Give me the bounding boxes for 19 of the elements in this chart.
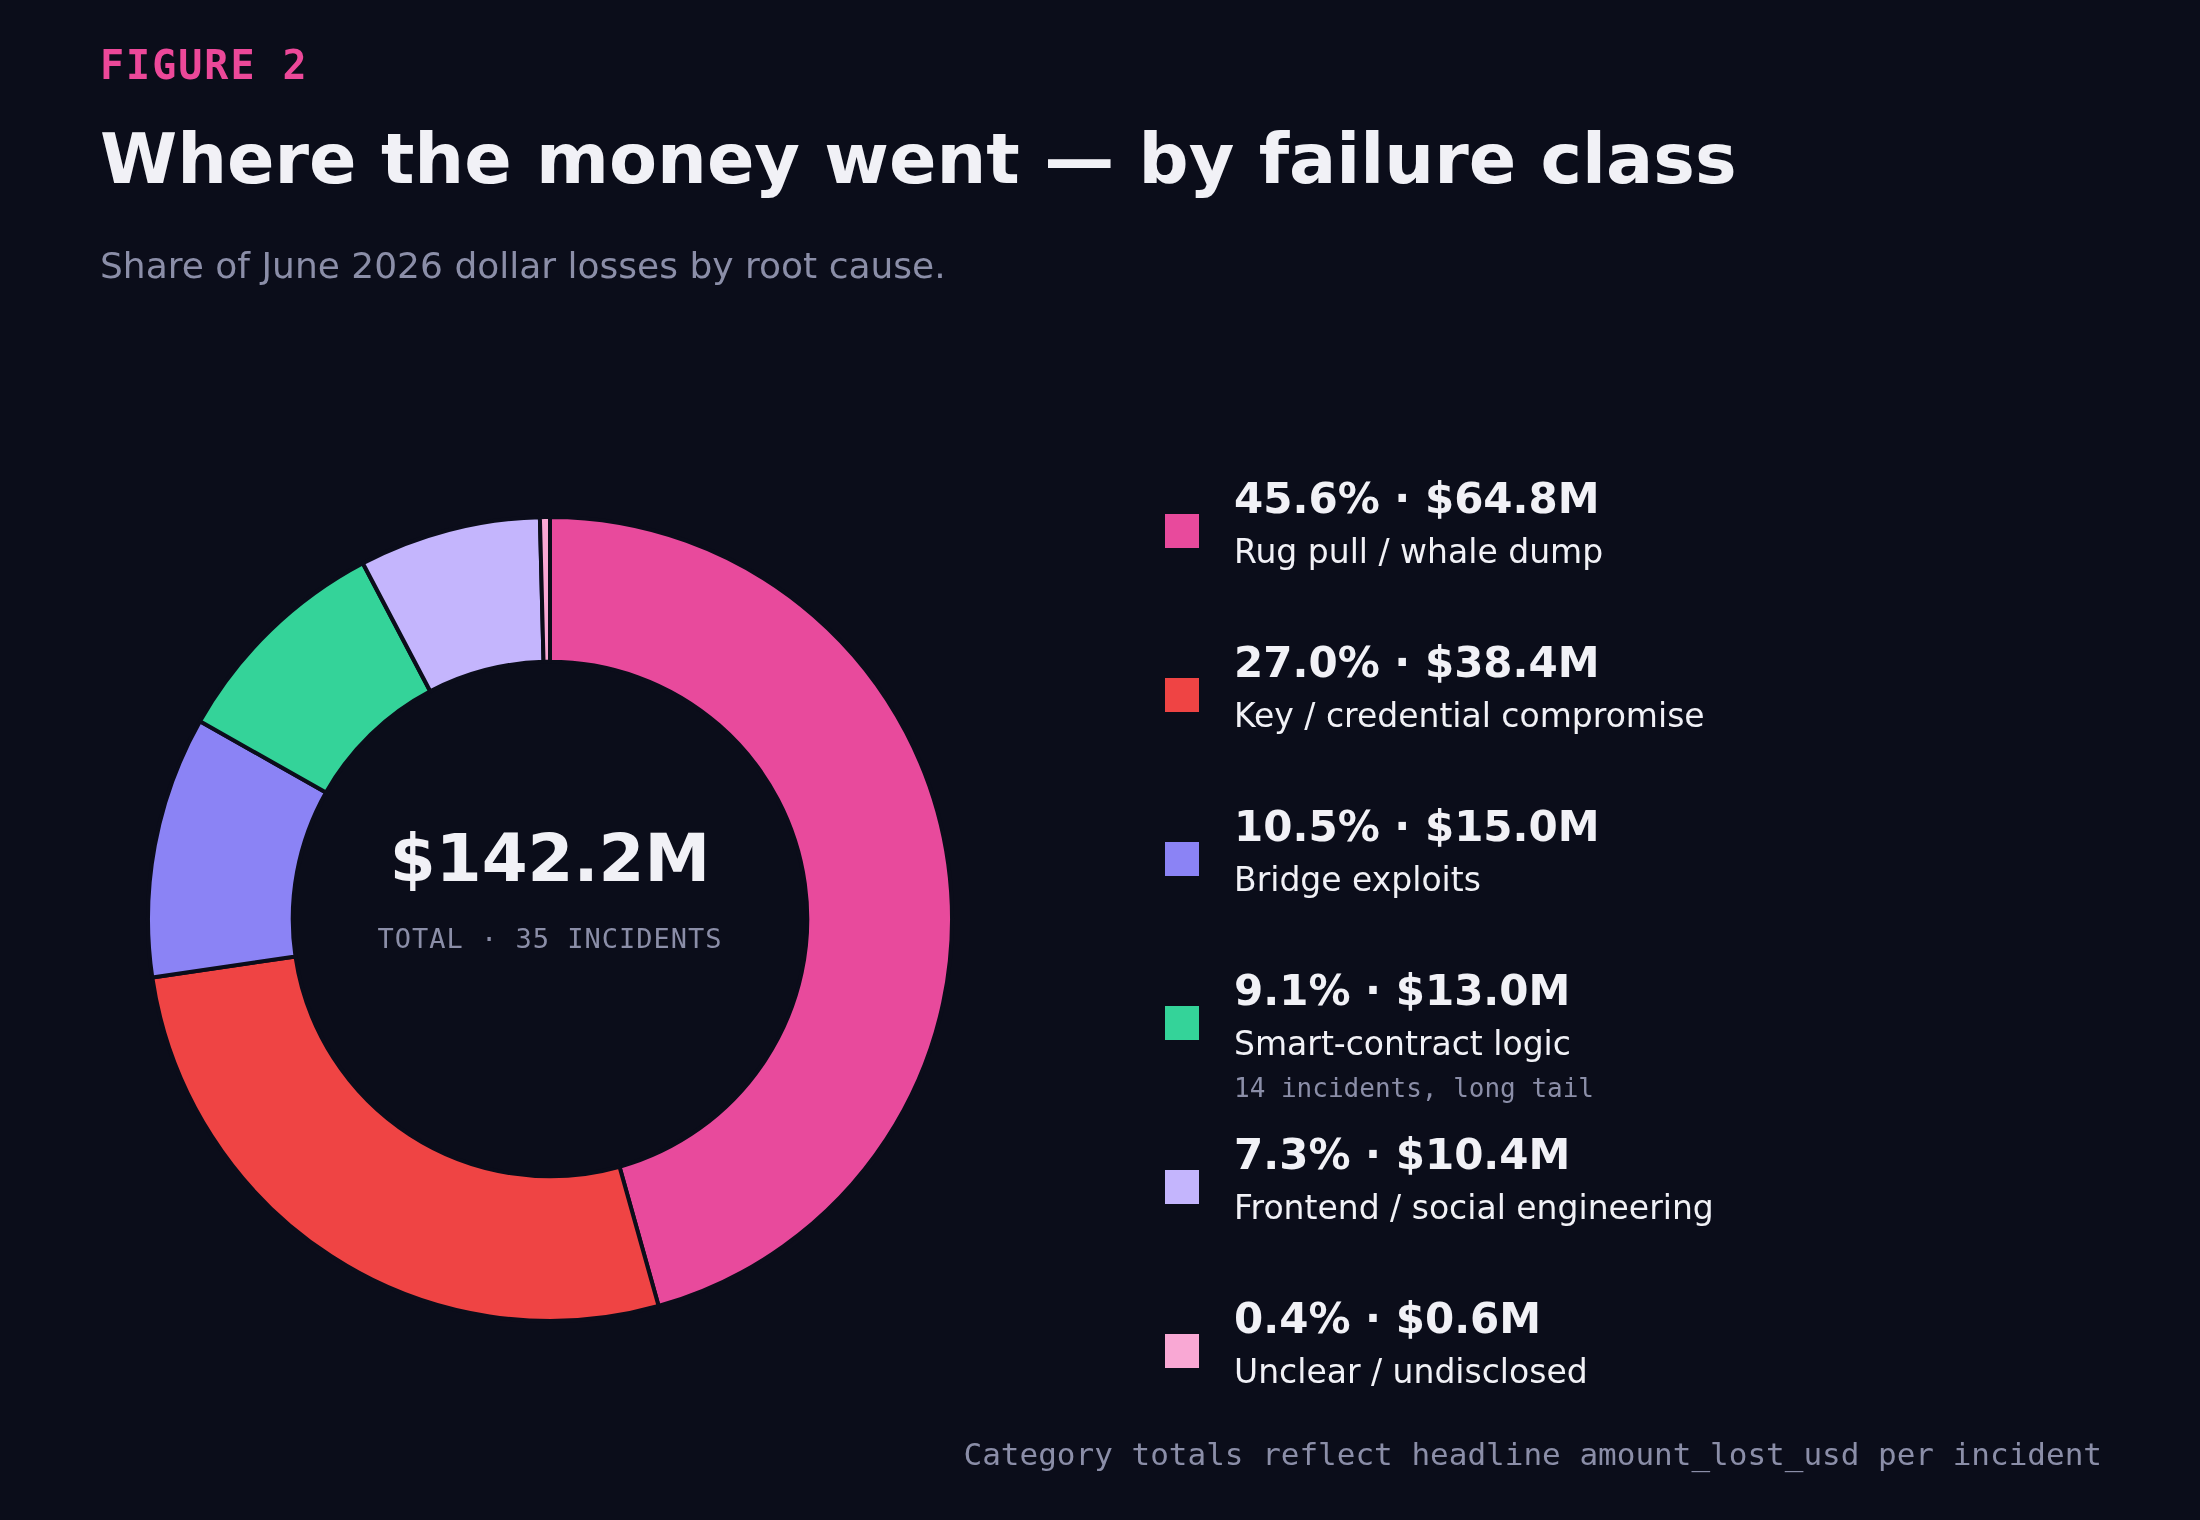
data-label: 7.3% · $10.4M [1234, 1129, 1572, 1181]
legend-label: Unclear / undisclosed [1234, 1351, 1589, 1393]
chart-title: Where the money went — by failure class [100, 118, 1737, 200]
legend-label: Frontend / social engineering [1234, 1187, 1714, 1229]
legend-label: Smart-contract logic [1234, 1023, 1572, 1065]
data-label: 0.4% · $0.6M [1234, 1293, 1543, 1345]
data-label: 27.0% · $38.4M [1234, 637, 1601, 689]
data-label: 45.6% · $64.8M [1234, 473, 1601, 525]
text: Category totals reflect headline amount_lost_usd per incident [963, 1436, 2102, 1472]
data-label: 9.1% · $13.0M [1234, 965, 1572, 1017]
data-label: 10.5% · $15.0M [1234, 801, 1601, 853]
text: $142.2M [388, 820, 712, 897]
chart-subtitle: Share of June 2026 dollar losses by root cause. [100, 245, 946, 286]
legend-label: Bridge exploits [1234, 859, 1482, 901]
legend-title: FIGURE 2 [100, 42, 309, 88]
text: 14 incidents, long tail [1234, 1073, 1595, 1103]
text: TOTAL · 35 INCIDENTS [376, 923, 724, 954]
legend-label: Key / credential compromise [1234, 695, 1706, 737]
legend-label: Rug pull / whale dump [1234, 531, 1605, 573]
